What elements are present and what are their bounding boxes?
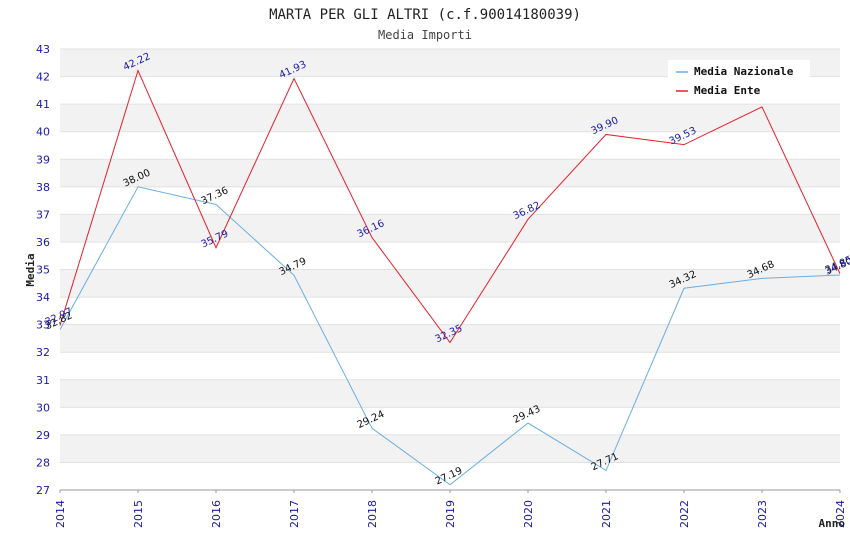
x-tick-label: 2020 [522, 500, 535, 528]
x-tick-label: 2023 [756, 500, 769, 528]
series-line-media-nazionale [59, 186, 841, 486]
x-tick-label: 2016 [210, 500, 223, 528]
grid-band [60, 379, 840, 408]
x-tick-label: 2024 [834, 500, 847, 528]
x-axis-ticks: 2014 2015 2016 2017 2018 2019 2020 2021 2022 2023… [54, 490, 847, 528]
y-tick-label: 38 [36, 181, 50, 194]
y-tick-label: 43 [36, 43, 50, 56]
y-axis-title: Media [24, 253, 37, 286]
x-tick-label: 2019 [444, 500, 457, 528]
y-tick-label: 37 [36, 208, 50, 221]
x-axis-title: Anno [819, 517, 846, 530]
x-tick-label: 2015 [132, 500, 145, 528]
y-tick-label: 27 [36, 484, 50, 497]
grid-band [60, 324, 840, 353]
grid-band [60, 269, 840, 298]
grid-band [60, 104, 840, 132]
legend-box [668, 60, 810, 102]
y-tick-label: 36 [36, 236, 50, 249]
y-tick-label: 32 [36, 346, 50, 359]
series-lines [59, 69, 841, 486]
grid-band [60, 214, 840, 242]
series-line-media-ente [59, 69, 841, 344]
y-tick-label: 29 [36, 429, 50, 442]
chart-title: MARTA PER GLI ALTRI (c.f.90014180039) [269, 7, 581, 23]
grid-band [60, 434, 840, 463]
x-tick-label: 2017 [288, 500, 301, 528]
grid-bands [60, 48, 840, 491]
y-tick-label: 34 [36, 291, 50, 304]
legend: Media Nazionale Media Ente [668, 60, 810, 102]
y-tick-label: 42 [36, 71, 50, 84]
y-tick-label: 41 [36, 98, 50, 111]
x-tick-label: 2021 [600, 500, 613, 528]
y-tick-label: 33 [36, 319, 50, 332]
y-tick-label: 40 [36, 126, 50, 139]
x-tick-label: 2022 [678, 500, 691, 528]
legend-label-media-ente: Media Ente [694, 84, 761, 97]
x-tick-label: 2014 [54, 500, 67, 528]
y-axis-ticks: 27 28 29 30 31 32 33 34 35 36 37 38 39 40 41 42 43 [36, 43, 50, 497]
y-tick-label: 31 [36, 374, 50, 387]
legend-label-media-nazionale: Media Nazionale [694, 65, 794, 78]
y-tick-label: 35 [36, 264, 50, 277]
y-tick-label: 28 [36, 456, 50, 469]
x-tick-label: 2018 [366, 500, 379, 528]
y-tick-label: 39 [36, 153, 50, 166]
y-tick-label: 30 [36, 401, 50, 414]
grid-band [60, 159, 840, 187]
chart-subtitle: Media Importi [378, 28, 472, 42]
